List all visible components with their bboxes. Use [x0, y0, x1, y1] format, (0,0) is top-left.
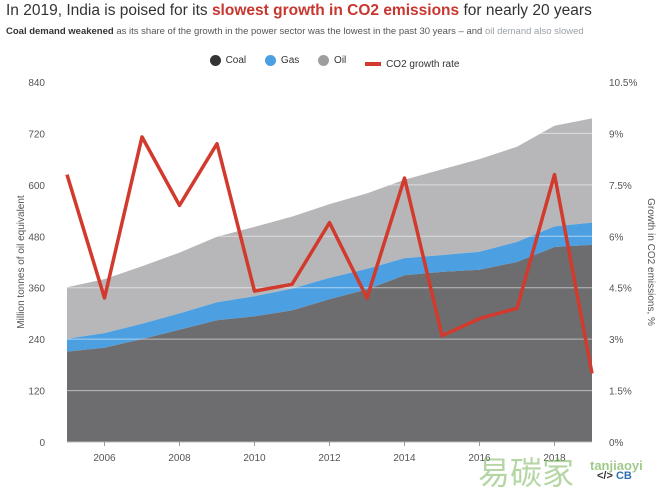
watermark-site: tanjiaoyi [590, 458, 643, 473]
x-tick-label: 2008 [168, 453, 191, 464]
x-tick-label: 2016 [468, 453, 491, 464]
y2-tick-label: 6% [609, 232, 624, 243]
y2-tick-label: 4.5% [609, 284, 632, 295]
embed-code-icon[interactable]: </> [597, 470, 613, 482]
coal-area [67, 244, 592, 442]
y2-tick-label: 3% [609, 335, 624, 346]
y-tick-label: 600 [28, 181, 45, 192]
legend-gas-swatch [264, 55, 276, 66]
title-highlight: slowest growth in CO2 emissions [211, 2, 460, 19]
title-suffix: for nearly 20 years [459, 2, 592, 19]
watermark-logo: 易碳家 [478, 454, 575, 492]
y-axis-label: Million tonnes of oil equivalent [16, 195, 27, 329]
legend-co2-label: CO2 growth rate [386, 58, 460, 70]
y-tick-label: 360 [28, 284, 45, 295]
y-tick-label: 480 [28, 232, 45, 243]
legend-coal-label: Coal [225, 55, 247, 66]
legend-oil-label: Oil [334, 55, 347, 66]
x-tick-label: 2014 [393, 453, 416, 464]
subtitle-bold: Coal demand weakened [6, 26, 114, 37]
y2-tick-label: 7.5% [609, 181, 632, 192]
x-tick-label: 2006 [93, 453, 116, 464]
y-tick-label: 240 [28, 335, 45, 346]
legend-coal: Coal [209, 55, 247, 66]
y-tick-label: 720 [28, 129, 45, 140]
chart-title: In 2019, India is poised for its slowest… [6, 2, 592, 20]
carbonbrief-logo: </> CB [597, 470, 632, 482]
chart-subtitle: Coal demand weakened as its share of the… [6, 26, 584, 37]
y2-tick-label: 0% [609, 438, 624, 449]
y2-tick-label: 9% [609, 129, 624, 140]
legend-oil: Oil [318, 55, 346, 66]
subtitle-text: as its share of the growth in the power … [113, 26, 485, 37]
legend-coal-swatch [209, 55, 221, 66]
gas-area [67, 222, 592, 352]
y-tick-label: 0 [39, 438, 45, 449]
chart-legend: Coal Gas Oil CO2 growth rate [0, 55, 669, 70]
oil-area [67, 118, 592, 339]
legend-oil-swatch [318, 55, 330, 66]
title-prefix: In 2019, India is poised for its [6, 2, 212, 19]
x-tick-label: 2010 [243, 453, 266, 464]
y-tick-label: 840 [28, 78, 45, 89]
y2-tick-label: 10.5% [609, 78, 637, 89]
legend-co2: CO2 growth rate [365, 59, 459, 70]
legend-co2-swatch [365, 62, 382, 66]
subtitle-highlight: oil demand also slowed [484, 26, 584, 37]
co2-growth-line [65, 135, 594, 374]
y2-tick-label: 1.5% [609, 387, 632, 398]
cb-logo-text: CB [615, 470, 632, 482]
legend-gas: Gas [264, 55, 300, 66]
x-tick-label: 2012 [318, 453, 341, 464]
y2-axis-label: Growth in CO2 emissions, % [645, 198, 656, 326]
x-tick-label: 2018 [543, 453, 566, 464]
y-tick-label: 120 [28, 387, 45, 398]
legend-gas-label: Gas [280, 55, 300, 66]
